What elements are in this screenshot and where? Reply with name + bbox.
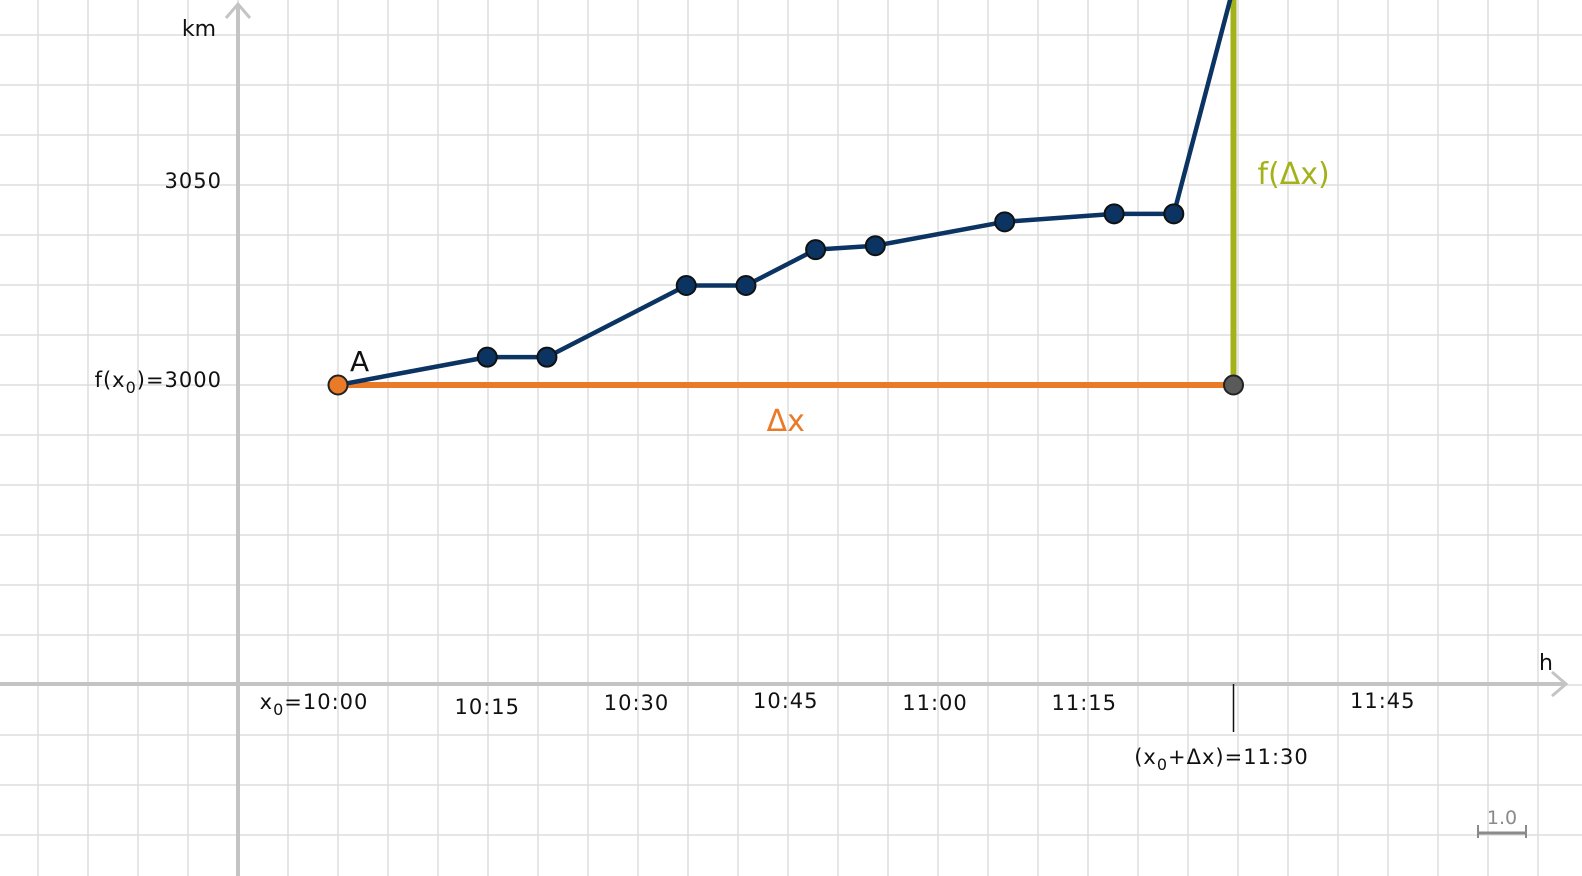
data-points: [327, 203, 1244, 396]
labels: ABΔxf(Δx)hkmx0=10:0010:1510:3010:4511:00…: [95, 17, 1553, 838]
data-point[interactable]: [1163, 203, 1185, 225]
data-point[interactable]: [805, 239, 827, 261]
y-tick-label: f(x0)=3000: [95, 368, 222, 397]
x-tick-label: 10:15: [454, 695, 520, 719]
data-point[interactable]: [536, 346, 558, 368]
y-axis-arrow: [224, 1, 252, 19]
data-point[interactable]: [735, 275, 757, 296]
x-tick-label: 11:00: [902, 691, 968, 715]
delta-x-label: Δx: [767, 404, 805, 439]
x-tick-label: x0=10:00: [260, 690, 369, 719]
data-point[interactable]: [994, 211, 1016, 233]
x-tick-label: (x0+Δx)=11:30: [1134, 745, 1309, 774]
x-axis-label: h: [1539, 651, 1553, 676]
data-point[interactable]: [864, 235, 886, 257]
delta-segments: [338, 0, 1237, 732]
point-a-label: A: [350, 345, 369, 378]
x-tick-label: 11:45: [1350, 689, 1416, 713]
x-tick-label: 10:45: [753, 689, 819, 713]
data-point[interactable]: [675, 275, 697, 296]
series-line: [337, 0, 1233, 388]
data-point[interactable]: [1103, 203, 1125, 225]
scale-indicator: 1.0: [1487, 807, 1517, 829]
point-a[interactable]: [327, 374, 349, 396]
series-polyline: [337, 0, 1233, 388]
corner-point[interactable]: [1223, 374, 1244, 396]
data-point[interactable]: [476, 346, 498, 368]
delta-fx-label: f(Δx): [1258, 157, 1330, 192]
y-axis-label: km: [182, 17, 216, 42]
x-tick-label: 10:30: [604, 691, 670, 715]
x-tick-label: 11:15: [1051, 691, 1117, 715]
x-axis-arrow: [1551, 670, 1569, 698]
y-tick-label: 3050: [165, 169, 222, 193]
